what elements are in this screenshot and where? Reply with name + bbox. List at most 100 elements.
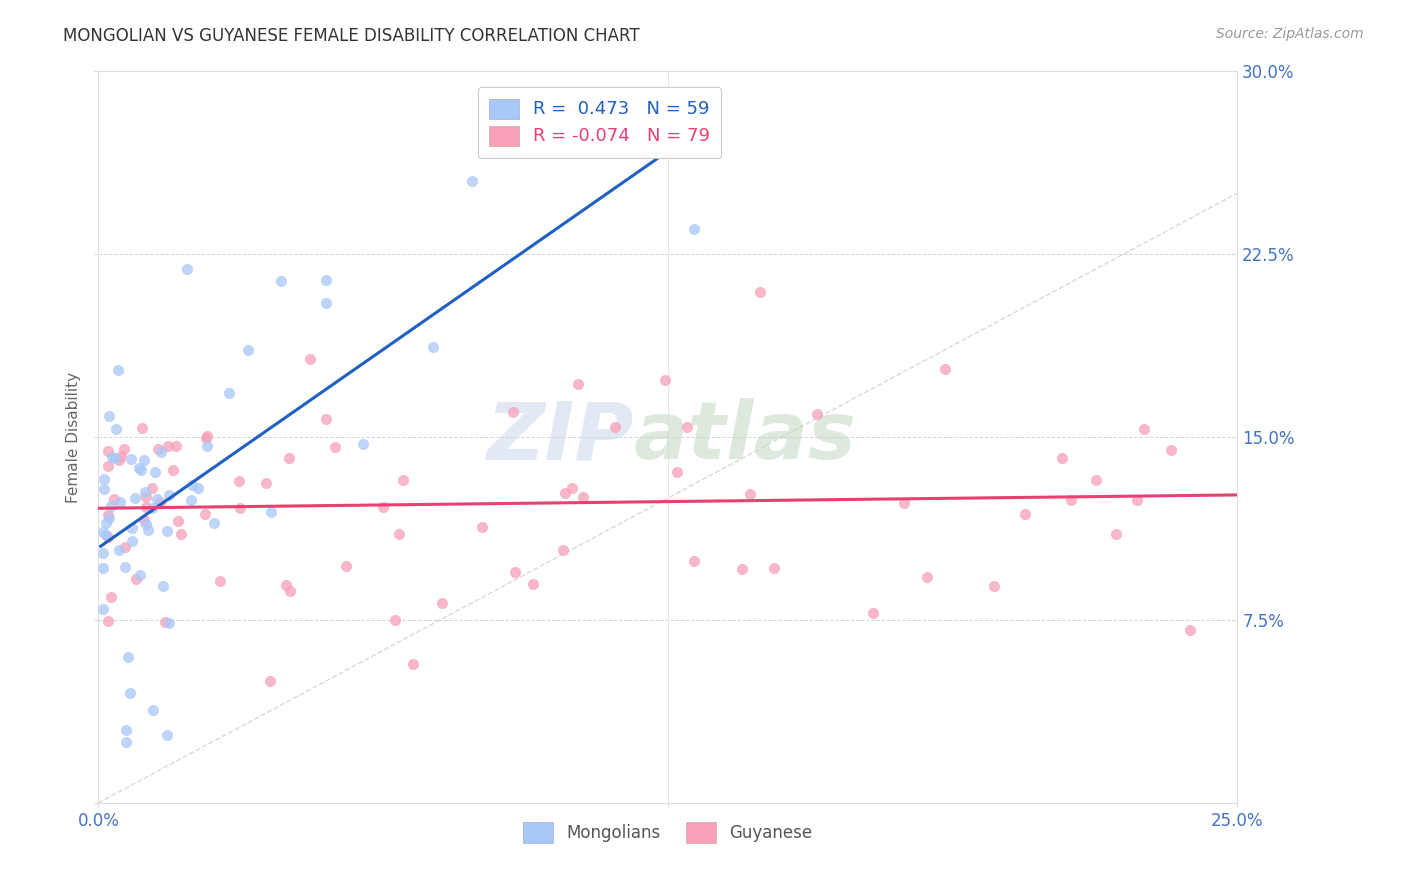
Point: [152, 579, 174, 593]
Point: [502, 405, 524, 419]
Point: [134, 485, 156, 500]
Point: [315, 296, 337, 310]
Point: [104, 451, 127, 466]
Point: [145, 465, 167, 479]
Point: [135, 500, 157, 515]
Point: [181, 477, 204, 491]
Point: [108, 453, 131, 467]
Point: [120, 452, 142, 467]
Point: [124, 491, 146, 505]
Point: [146, 442, 169, 457]
Point: [299, 351, 322, 366]
Point: [195, 431, 218, 445]
Point: [97, 444, 120, 458]
Point: [603, 419, 626, 434]
Point: [115, 723, 138, 737]
Point: [522, 577, 544, 591]
Point: [149, 495, 172, 509]
Y-axis label: Female Disability: Female Disability: [66, 371, 82, 503]
Point: [156, 524, 179, 538]
Point: [675, 420, 697, 434]
Point: [277, 450, 299, 465]
Point: [142, 703, 165, 717]
Point: [100, 590, 122, 604]
Point: [100, 499, 122, 513]
Point: [141, 500, 163, 515]
Point: [1014, 507, 1036, 521]
Point: [108, 495, 131, 509]
Point: [934, 361, 956, 376]
Point: [157, 439, 180, 453]
Point: [731, 562, 754, 576]
Point: [117, 650, 139, 665]
Text: Source: ZipAtlas.com: Source: ZipAtlas.com: [1216, 27, 1364, 41]
Point: [162, 462, 184, 476]
Point: [228, 475, 250, 489]
Point: [665, 465, 688, 479]
Point: [93, 472, 115, 486]
Point: [114, 735, 136, 749]
Text: atlas: atlas: [634, 398, 856, 476]
Point: [96, 508, 118, 522]
Point: [1180, 623, 1202, 637]
Point: [682, 222, 704, 236]
Point: [120, 686, 142, 700]
Point: [208, 574, 231, 588]
Point: [392, 473, 415, 487]
Point: [862, 606, 884, 620]
Point: [128, 568, 150, 582]
Point: [1050, 451, 1073, 466]
Point: [176, 262, 198, 277]
Point: [276, 578, 298, 592]
Point: [93, 482, 115, 496]
Point: [103, 492, 125, 507]
Point: [195, 439, 218, 453]
Point: [567, 376, 589, 391]
Point: [738, 487, 761, 501]
Point: [572, 490, 595, 504]
Point: [1132, 422, 1154, 436]
Legend: Mongolians, Guyanese: Mongolians, Guyanese: [516, 815, 820, 849]
Point: [114, 559, 136, 574]
Point: [170, 526, 193, 541]
Point: [136, 523, 159, 537]
Point: [114, 540, 136, 554]
Point: [157, 616, 180, 631]
Point: [654, 373, 676, 387]
Point: [187, 481, 209, 495]
Point: [401, 657, 423, 671]
Point: [98, 510, 121, 524]
Point: [129, 463, 152, 477]
Point: [94, 516, 117, 530]
Point: [167, 514, 190, 528]
Point: [763, 561, 786, 575]
Point: [551, 542, 574, 557]
Point: [384, 613, 406, 627]
Point: [96, 530, 118, 544]
Point: [1126, 493, 1149, 508]
Point: [107, 542, 129, 557]
Point: [153, 615, 176, 629]
Point: [107, 363, 129, 377]
Point: [94, 528, 117, 542]
Point: [270, 274, 292, 288]
Point: [150, 445, 173, 459]
Point: [96, 458, 118, 473]
Point: [112, 442, 135, 456]
Point: [749, 285, 772, 299]
Point: [806, 407, 828, 421]
Point: [259, 673, 281, 688]
Point: [132, 453, 155, 467]
Point: [98, 409, 121, 423]
Point: [915, 570, 938, 584]
Point: [335, 559, 357, 574]
Point: [165, 439, 187, 453]
Point: [1060, 492, 1083, 507]
Point: [254, 476, 277, 491]
Point: [128, 460, 150, 475]
Point: [983, 579, 1005, 593]
Point: [352, 437, 374, 451]
Point: [110, 449, 132, 463]
Point: [194, 507, 217, 521]
Point: [146, 491, 169, 506]
